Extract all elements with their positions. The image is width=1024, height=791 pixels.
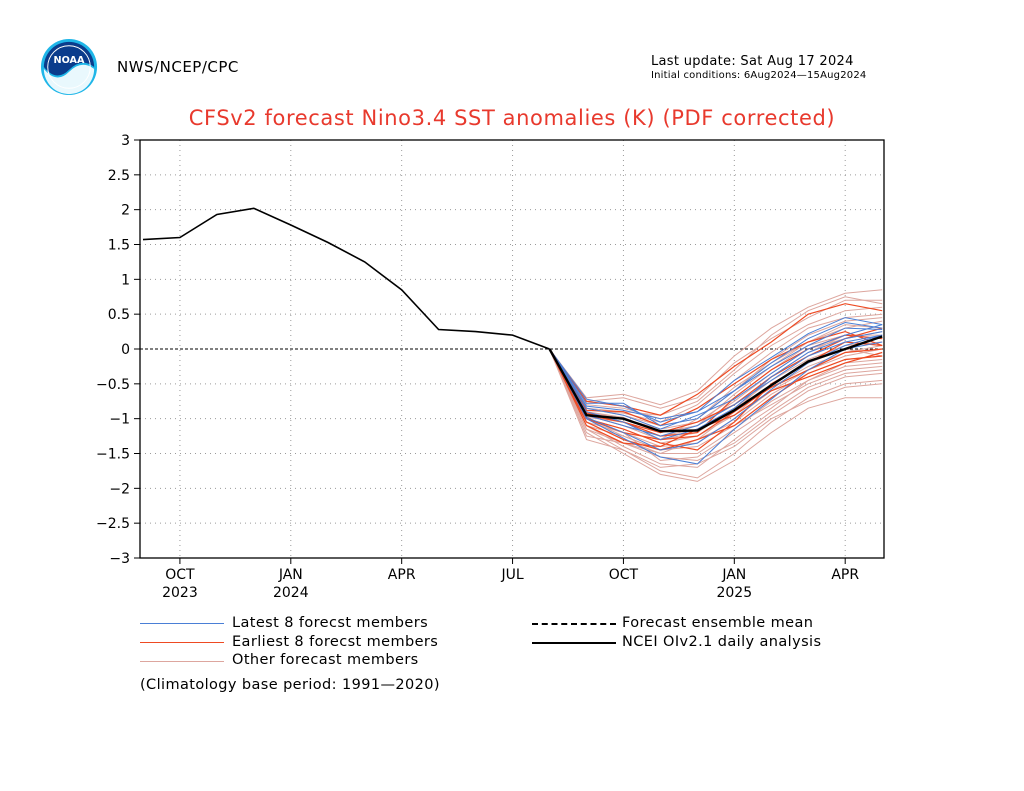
logo-text: NOAA — [54, 55, 86, 66]
climatology-footnote: (Climatology base period: 1991—2020) — [140, 677, 440, 693]
earliest-member-line — [548, 348, 883, 448]
x-tick-label: OCT — [609, 567, 639, 583]
y-tick-label: −2 — [109, 481, 130, 497]
ensemble-mean-line — [548, 335, 883, 433]
earliest-member-line — [548, 348, 883, 451]
analysis-line — [142, 207, 550, 350]
legend-line-mean — [532, 623, 616, 625]
y-tick-label: −2.5 — [96, 516, 130, 532]
y-tick-label: 0 — [121, 342, 130, 358]
other-member-line — [549, 348, 883, 468]
analysis-mean-layer — [142, 207, 883, 433]
other-member-line — [549, 289, 883, 406]
y-tick-label: 2 — [121, 203, 130, 219]
latest-member-line — [549, 327, 883, 420]
x-tick-label: APR — [831, 567, 859, 583]
x-tick-label: OCT — [165, 567, 195, 583]
x-tick-label: JUL — [500, 567, 523, 583]
x-tick-label: JAN — [278, 567, 303, 583]
tick-layer: 3 2.5 2 1.5 1 0.5 0 −0.5 −1 −1.5 −2 −2.5 −3 OCT 2023 JA… — [96, 133, 859, 601]
latest-member-line — [549, 321, 883, 427]
latest-members-layer — [549, 317, 883, 465]
y-tick-label: −1.5 — [96, 447, 130, 463]
other-member-line — [549, 296, 883, 416]
x-tick-label: JAN — [721, 567, 746, 583]
legend-label-analysis: NCEI OIv2.1 daily analysis — [622, 634, 822, 650]
y-tick-label: 3 — [121, 133, 130, 149]
latest-member-line — [549, 324, 883, 430]
other-member-line — [549, 334, 883, 451]
legend-label-earliest: Earliest 8 forecst members — [232, 634, 439, 650]
noaa-logo: NOAA — [40, 38, 98, 96]
legend-line-other — [140, 661, 224, 662]
other-member-line — [549, 348, 883, 468]
y-tick-label: 0.5 — [108, 307, 130, 323]
earliest-member-line — [548, 348, 883, 441]
initial-conditions: Initial conditions: 6Aug2024—15Aug2024 — [651, 70, 867, 81]
earliest-member-line — [549, 303, 883, 416]
legend-line-latest — [140, 623, 224, 624]
legend-line-earliest — [140, 642, 224, 643]
latest-member-line — [549, 317, 883, 423]
other-members-layer — [549, 289, 883, 482]
organization-label: NWS/NCEP/CPC — [117, 58, 239, 76]
y-tick-label: 2.5 — [108, 168, 130, 184]
latest-member-line — [549, 341, 883, 465]
x-tick-year: 2024 — [273, 585, 309, 601]
other-member-line — [549, 348, 883, 482]
legend-label-mean: Forecast ensemble mean — [622, 615, 814, 631]
x-tick-year: 2023 — [162, 585, 198, 601]
x-tick-year: 2025 — [716, 585, 752, 601]
other-member-line — [549, 348, 883, 462]
y-tick-label: −1 — [109, 412, 130, 428]
other-member-line — [549, 324, 883, 434]
last-update: Last update: Sat Aug 17 2024 — [651, 54, 854, 69]
y-tick-label: 1.5 — [108, 238, 130, 254]
latest-member-line — [549, 334, 883, 437]
x-tick-label: APR — [388, 567, 416, 583]
y-tick-label: −3 — [109, 551, 130, 567]
chart-title: CFSv2 forecast Nino3.4 SST anomalies (K)… — [188, 106, 836, 130]
y-tick-label: −0.5 — [96, 377, 130, 393]
earliest-member-line — [548, 341, 883, 451]
grid-layer — [140, 140, 884, 558]
y-tick-label: 1 — [121, 272, 130, 288]
legend-line-analysis — [532, 642, 616, 644]
legend-label-latest: Latest 8 forecst members — [232, 615, 429, 631]
legend-label-other: Other forecast members — [232, 652, 419, 668]
